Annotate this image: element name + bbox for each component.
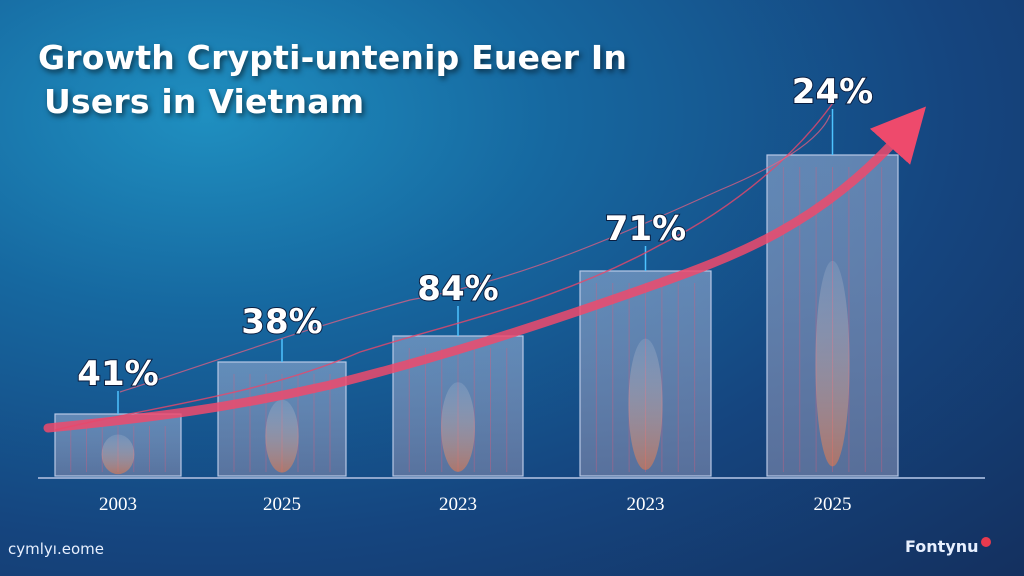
bar-glow: [441, 382, 475, 472]
bar-value-label: 41%: [77, 354, 158, 394]
footer-left-text: cymlyı.eome: [8, 540, 104, 558]
bar-glow: [101, 434, 135, 475]
x-tick-label: 2023: [439, 494, 477, 515]
bar-value-label: 84%: [417, 269, 498, 309]
x-tick-label: 2023: [627, 494, 665, 515]
bar-value-label: 24%: [792, 72, 873, 112]
footer-logo: Fontynu: [905, 537, 991, 556]
trend-line-thin: [119, 114, 831, 393]
bar-value-label: 71%: [605, 209, 686, 249]
trend-arrow: [43, 106, 927, 433]
logo-dot-icon: [980, 537, 991, 547]
footer-logo-text: Fontynu: [905, 537, 979, 556]
x-tick-label: 2025: [814, 494, 852, 515]
chart-title: Growth Crypti-untenip Eueer In Users in …: [38, 36, 627, 124]
x-tick-label: 2025: [263, 494, 301, 515]
trend-line-thin: [54, 99, 836, 431]
bar-glow: [265, 399, 299, 473]
x-tick-label: 2003: [99, 494, 137, 515]
title-line-1: Growth Crypti-untenip Eueer In: [38, 38, 628, 77]
bar-glow: [628, 338, 663, 470]
bar-value-label: 38%: [241, 302, 322, 342]
bar-glow: [815, 260, 850, 467]
title-line-2: Users in Vietnam: [44, 82, 365, 121]
